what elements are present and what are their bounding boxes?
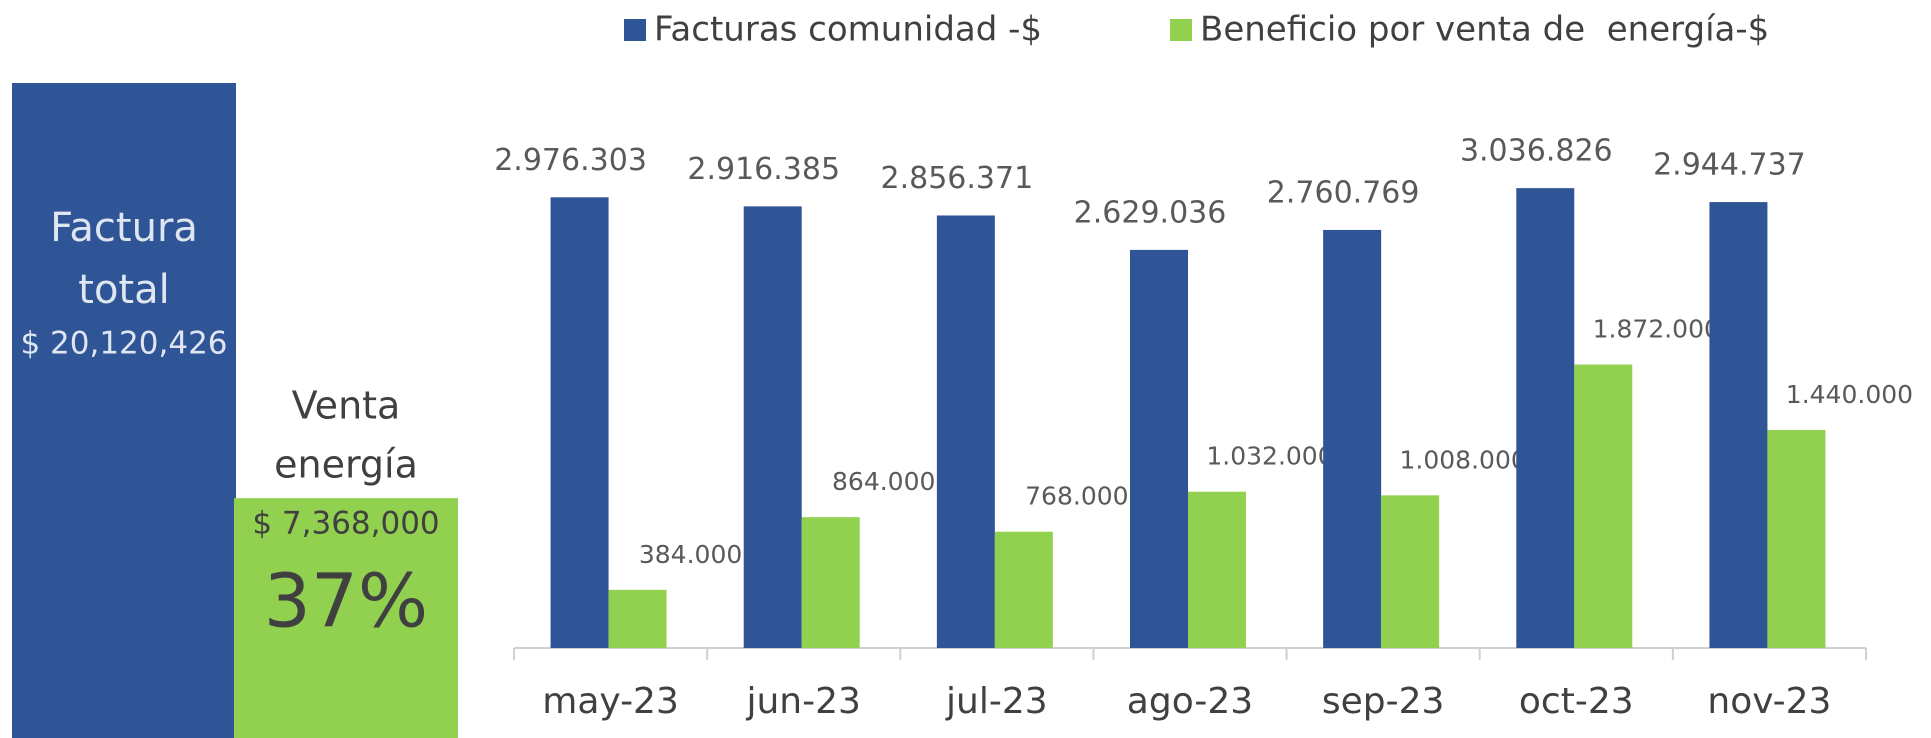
total-label: Factura xyxy=(50,205,198,251)
data-label: 1.872.000 xyxy=(1593,315,1720,344)
data-label: 2.856.371 xyxy=(881,161,1034,196)
data-label: 2.760.769 xyxy=(1267,175,1420,210)
bar xyxy=(1767,429,1826,648)
bar xyxy=(1516,188,1575,649)
x-tick-label: nov-23 xyxy=(1707,681,1831,722)
bar xyxy=(743,206,802,649)
x-tick-label: may-23 xyxy=(542,681,679,722)
data-label: 1.008.000 xyxy=(1400,445,1527,474)
data-label: 768.000 xyxy=(1025,482,1128,511)
x-tick-label: jun-23 xyxy=(745,681,860,722)
data-label: 2.916.385 xyxy=(687,152,840,187)
bar xyxy=(1188,491,1246,648)
sale-value: $ 7,368,000 xyxy=(252,506,439,542)
sale-label: Venta xyxy=(292,384,401,428)
sale-percent: 37% xyxy=(264,559,428,645)
data-label: 2.976.303 xyxy=(494,143,647,178)
data-label: 3.036.826 xyxy=(1460,134,1613,169)
data-label: 1.032.000 xyxy=(1206,442,1333,471)
total-label: total xyxy=(78,267,169,313)
legend-label: Facturas comunidad -$ xyxy=(654,10,1042,50)
data-label: 1.440.000 xyxy=(1786,380,1913,409)
x-tick-label: sep-23 xyxy=(1322,681,1445,722)
x-tick-label: oct-23 xyxy=(1519,681,1634,722)
data-label: 864.000 xyxy=(832,467,935,496)
sale-label: energía xyxy=(274,443,418,487)
legend-swatch xyxy=(1170,19,1192,41)
bar xyxy=(608,589,667,648)
bar xyxy=(994,531,1053,648)
bar xyxy=(550,197,609,649)
bar xyxy=(1574,364,1633,648)
bar xyxy=(936,215,995,649)
bar xyxy=(1381,495,1440,648)
legend-label: Beneficio por venta de energía-$ xyxy=(1200,10,1769,50)
data-label: 384.000 xyxy=(639,540,742,569)
bar xyxy=(801,517,860,648)
bar xyxy=(1709,202,1768,648)
total-value: $ 20,120,426 xyxy=(20,326,227,362)
x-tick-label: jul-23 xyxy=(945,681,1048,722)
bar xyxy=(1130,249,1188,648)
data-label: 2.629.036 xyxy=(1074,195,1227,230)
total-box xyxy=(12,83,236,738)
sale-box xyxy=(234,498,458,738)
bar xyxy=(1323,229,1382,649)
legend-swatch xyxy=(624,19,646,41)
x-tick-label: ago-23 xyxy=(1127,681,1253,722)
data-label: 2.944.737 xyxy=(1653,148,1806,183)
